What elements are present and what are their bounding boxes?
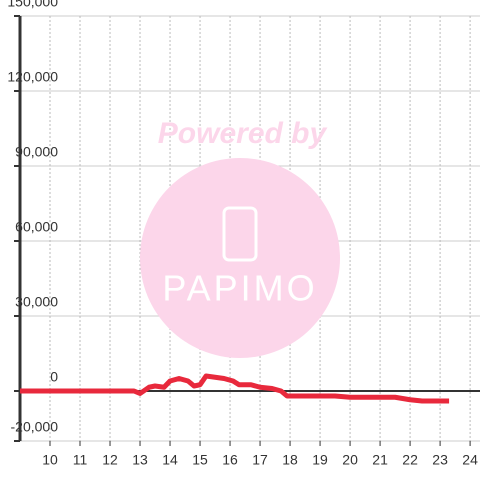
data-line bbox=[20, 373, 450, 404]
x-tick-label: 13 bbox=[132, 452, 148, 468]
x-tick-label: 11 bbox=[73, 452, 88, 468]
y-tick-label: 120,000 bbox=[7, 69, 58, 85]
watermark: Powered by PAPIMO bbox=[140, 117, 340, 358]
watermark-top: Powered by bbox=[158, 117, 328, 150]
x-tick-label: 14 bbox=[162, 452, 178, 468]
x-tick-label: 20 bbox=[342, 452, 358, 468]
y-tick-label: 30,000 bbox=[15, 294, 58, 310]
x-tick-label: 23 bbox=[432, 452, 448, 468]
watermark-circle bbox=[140, 158, 340, 358]
x-tick-label: 10 bbox=[42, 452, 58, 468]
watermark-logo: PAPIMO bbox=[162, 268, 317, 309]
x-tick-label: 24 bbox=[462, 452, 478, 468]
x-tick-label: 15 bbox=[192, 452, 208, 468]
x-tick-label: 21 bbox=[372, 452, 388, 468]
watermark-phone bbox=[222, 206, 258, 262]
y-tick-label: 150,000 bbox=[7, 0, 58, 10]
y-tick-label: 90,000 bbox=[15, 144, 58, 160]
y-tick-label: 60,000 bbox=[15, 219, 58, 235]
x-tick-label: 12 bbox=[102, 452, 118, 468]
x-tick-label: 19 bbox=[312, 452, 328, 468]
x-tick-label: 22 bbox=[402, 452, 418, 468]
x-tick-label: 18 bbox=[282, 452, 298, 468]
x-tick-label: 16 bbox=[222, 452, 238, 468]
y-tick-label: 0 bbox=[50, 369, 58, 385]
y-tick-label: -20,000 bbox=[11, 419, 59, 435]
x-tick-label: 17 bbox=[252, 452, 268, 468]
